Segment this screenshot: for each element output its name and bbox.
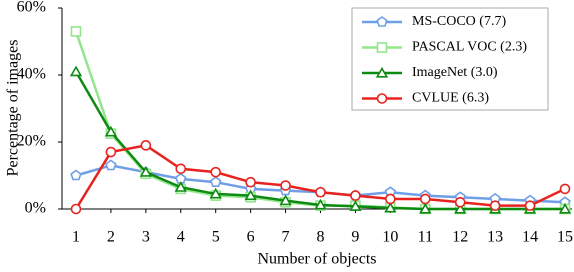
marker [209, 187, 222, 199]
legend: MS-COCO (7.7) PASCAL VOC (2.3) ImageNet (3… [351, 7, 549, 111]
marker [70, 203, 82, 215]
marker [489, 200, 501, 211]
marker [70, 169, 82, 181]
x-axis-label: Number of objects [257, 251, 376, 268]
legend-label: ImageNet (3.0) [412, 65, 498, 80]
x-tick-label: 14 [522, 229, 538, 246]
marker [384, 201, 397, 213]
marker [105, 159, 117, 171]
marker [376, 93, 388, 104]
y-tick-label: 20% [17, 133, 46, 150]
x-tick-label: 1 [72, 229, 80, 246]
marker [244, 189, 257, 201]
y-tick-label: 60% [17, 0, 46, 16]
marker [69, 65, 83, 77]
marker [454, 202, 467, 214]
marker [419, 202, 432, 214]
marker [105, 146, 117, 158]
x-tick-label: 12 [452, 229, 468, 246]
marker [210, 166, 221, 178]
marker [419, 193, 431, 205]
x-tick-label: 5 [212, 229, 220, 246]
marker [385, 193, 396, 205]
marker [524, 200, 536, 211]
marker [314, 198, 327, 210]
marker [375, 66, 389, 78]
x-tick-label: 6 [247, 229, 255, 246]
y-tick-label: 40% [17, 66, 46, 83]
x-tick-label: 9 [351, 229, 359, 246]
marker [280, 180, 291, 191]
legend-label: PASCAL VOC (2.3) [412, 40, 527, 55]
marker [139, 166, 152, 177]
x-tick-label: 7 [282, 229, 290, 246]
y-tick-label: 0% [25, 200, 46, 217]
y-axis-label: Percentage of images [5, 40, 22, 177]
marker [376, 16, 388, 27]
marker [350, 190, 361, 201]
marker [558, 202, 572, 214]
marker [454, 197, 466, 208]
marker [140, 140, 152, 151]
legend-label: CVLUE (6.3) [412, 91, 489, 106]
x-tick-label: 4 [177, 229, 185, 246]
x-tick-label: 8 [316, 229, 324, 246]
marker [70, 26, 82, 37]
x-tick-label: 13 [487, 229, 503, 246]
marker [559, 183, 571, 195]
legend-label: MS-COCO (7.7) [412, 14, 506, 29]
marker [104, 125, 118, 137]
x-tick-label: 15 [557, 229, 573, 246]
marker [279, 194, 292, 206]
x-tick-label: 11 [418, 229, 433, 246]
marker [245, 176, 256, 188]
marker [376, 42, 388, 53]
marker [349, 200, 362, 211]
x-tick-label: 3 [142, 229, 150, 246]
x-tick-label: 10 [382, 229, 398, 246]
marker [209, 176, 222, 187]
marker [174, 181, 187, 192]
marker [315, 186, 326, 198]
x-tick-label: 2 [107, 229, 115, 246]
marker [175, 163, 187, 175]
